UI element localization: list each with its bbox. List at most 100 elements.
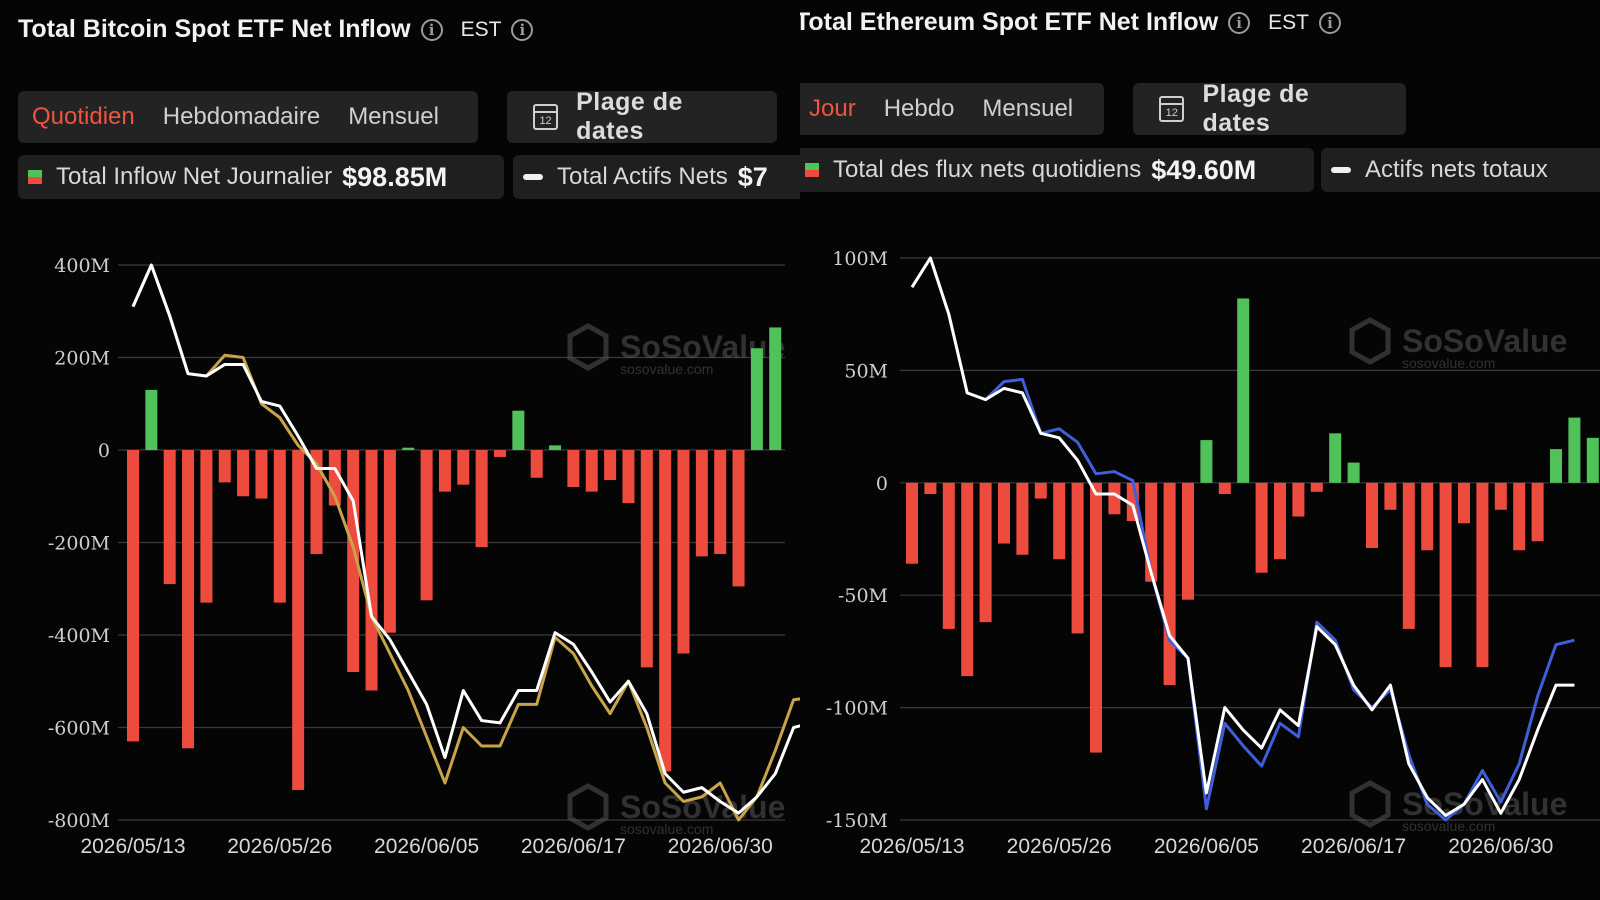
info-icon[interactable]: i xyxy=(1319,11,1341,34)
outflow-bar[interactable] xyxy=(494,450,506,457)
inflow-bar[interactable] xyxy=(1200,440,1213,483)
outflow-bar[interactable] xyxy=(677,450,690,654)
outflow-bar[interactable] xyxy=(1053,482,1066,560)
outflow-bar[interactable] xyxy=(1108,482,1121,515)
outflow-bar[interactable] xyxy=(640,450,653,668)
btc-tab-monthly[interactable]: Mensuel xyxy=(348,103,439,130)
outflow-bar[interactable] xyxy=(218,450,231,483)
outflow-bar[interactable] xyxy=(1071,482,1084,634)
info-icon[interactable]: i xyxy=(1228,11,1251,34)
outflow-bar[interactable] xyxy=(1513,482,1526,551)
outflow-bar[interactable] xyxy=(255,450,268,499)
outflow-bar[interactable] xyxy=(1531,482,1544,542)
outflow-bar[interactable] xyxy=(1494,482,1507,510)
outflow-bar[interactable] xyxy=(273,450,286,603)
outflow-bar[interactable] xyxy=(457,450,470,485)
eth-legend-bar-value: $49.60M xyxy=(1151,154,1257,185)
outflow-bar[interactable] xyxy=(1163,482,1176,686)
outflow-bar[interactable] xyxy=(585,450,598,492)
outflow-bar[interactable] xyxy=(979,482,992,623)
outflow-bar[interactable] xyxy=(1218,482,1231,495)
btc-tab-weekly[interactable]: Hebdomadaire xyxy=(162,103,321,130)
outflow-bar[interactable] xyxy=(1402,482,1415,629)
net-assets-line-white[interactable] xyxy=(131,263,800,815)
outflow-bar[interactable] xyxy=(695,450,708,557)
inflow-bar[interactable] xyxy=(512,410,525,450)
outflow-bar[interactable] xyxy=(365,450,378,691)
outflow-bar[interactable] xyxy=(347,450,360,672)
outflow-bar[interactable] xyxy=(1274,482,1286,560)
outflow-bar[interactable] xyxy=(1090,482,1102,753)
outflow-bar[interactable] xyxy=(1255,482,1268,573)
outflow-bar[interactable] xyxy=(1458,482,1470,524)
outflow-bar[interactable] xyxy=(1421,482,1434,551)
inflow-bar[interactable] xyxy=(1347,462,1360,483)
outflow-bar[interactable] xyxy=(1182,482,1194,600)
outflow-bar[interactable] xyxy=(961,482,974,677)
eth-chart-title: Total Ethereum Spot ETF Net Inflow xyxy=(800,8,1219,36)
outflow-bar[interactable] xyxy=(163,450,176,585)
outflow-bar[interactable] xyxy=(1034,482,1047,499)
outflow-bar[interactable] xyxy=(127,450,139,742)
btc-etf-panel: Total Bitcoin Spot ETF Net Inflow i EST … xyxy=(18,15,800,858)
outflow-bar[interactable] xyxy=(310,450,323,555)
outflow-bar[interactable] xyxy=(383,450,396,633)
outflow-bar[interactable] xyxy=(420,450,433,601)
inflow-bar[interactable] xyxy=(549,445,562,450)
x-tick-label: 2026/06/30 xyxy=(1448,835,1553,858)
outflow-bar[interactable] xyxy=(924,482,937,495)
outflow-bar[interactable] xyxy=(1310,482,1323,492)
outflow-bar[interactable] xyxy=(1292,482,1305,517)
outflow-bar[interactable] xyxy=(1439,482,1452,668)
outflow-bar[interactable] xyxy=(530,450,543,478)
outflow-bar[interactable] xyxy=(659,450,672,772)
outflow-bar[interactable] xyxy=(200,450,213,603)
inflow-bar[interactable] xyxy=(1550,449,1562,483)
btc-date-range-button[interactable]: 12 Plage de dates xyxy=(507,88,777,145)
x-tick-label: 2026/06/05 xyxy=(374,835,479,858)
outflow-bar[interactable] xyxy=(604,450,617,481)
y-tick-label: 100M xyxy=(832,248,888,270)
inflow-bar[interactable] xyxy=(1586,437,1599,483)
info-icon[interactable]: i xyxy=(420,18,443,41)
outflow-bar[interactable] xyxy=(567,450,580,487)
red-green-square-icon xyxy=(28,170,42,184)
inflow-bar[interactable] xyxy=(1237,298,1250,483)
eth-tab-daily[interactable]: Jour xyxy=(809,95,856,122)
net-assets-line-colored[interactable] xyxy=(131,263,800,822)
btc-tab-daily[interactable]: Quotidien xyxy=(32,103,135,130)
net-assets-line-white[interactable] xyxy=(910,256,1575,818)
outflow-bar[interactable] xyxy=(1476,482,1489,668)
outflow-bar[interactable] xyxy=(998,482,1010,544)
outflow-bar[interactable] xyxy=(292,450,305,790)
outflow-bar[interactable] xyxy=(732,450,745,587)
inflow-bar[interactable] xyxy=(1329,433,1342,483)
eth-legend-net-assets[interactable]: Actifs nets totaux xyxy=(1321,148,1600,192)
outflow-bar[interactable] xyxy=(475,450,488,548)
outflow-bar[interactable] xyxy=(622,450,635,504)
inflow-bar[interactable] xyxy=(1568,417,1581,483)
btc-legend-daily-inflow[interactable]: Total Inflow Net Journalier $98.85M xyxy=(18,155,504,199)
outflow-bar[interactable] xyxy=(182,450,195,749)
eth-legend-bar-label: Total des flux nets quotidiens xyxy=(833,156,1142,183)
outflow-bar[interactable] xyxy=(714,450,727,555)
inflow-bar[interactable] xyxy=(769,327,782,450)
outflow-bar[interactable] xyxy=(906,482,918,564)
btc-legend-line-label: Total Actifs Nets xyxy=(557,163,728,190)
inflow-bar[interactable] xyxy=(145,389,158,450)
eth-date-range-button[interactable]: 12 Plage de dates xyxy=(1133,80,1406,137)
info-icon[interactable]: i xyxy=(511,18,534,41)
outflow-bar[interactable] xyxy=(237,450,250,497)
inflow-bar[interactable] xyxy=(750,348,763,450)
eth-tab-monthly[interactable]: Mensuel xyxy=(982,95,1074,122)
inflow-bar[interactable] xyxy=(402,447,415,450)
outflow-bar[interactable] xyxy=(1016,482,1029,555)
outflow-bar[interactable] xyxy=(1366,482,1378,548)
eth-tab-weekly[interactable]: Hebdo xyxy=(883,95,955,122)
outflow-bar[interactable] xyxy=(1384,482,1397,510)
eth-legend-daily-flows[interactable]: Total des flux nets quotidiens $49.60M xyxy=(800,148,1314,192)
outflow-bar[interactable] xyxy=(438,450,451,492)
outflow-bar[interactable] xyxy=(942,482,955,629)
btc-date-range-label: Plage de dates xyxy=(576,88,683,145)
btc-legend-net-assets[interactable]: Total Actifs Nets $7 xyxy=(513,155,800,199)
